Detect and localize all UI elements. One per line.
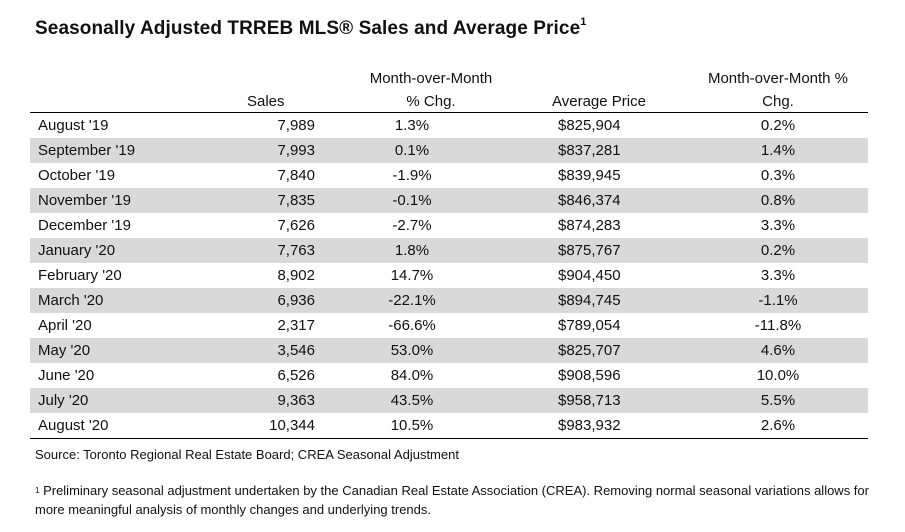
average-price-cell: $837,281 <box>558 142 621 159</box>
average-price-cell: $894,745 <box>558 292 621 309</box>
table-row: May '20 3,546 53.0% $825,707 4.6% <box>30 338 868 363</box>
sales-cell: 9,363 <box>277 392 315 409</box>
sales-change-cell: 53.0% <box>390 342 434 359</box>
price-change-cell: -1.1% <box>758 292 798 309</box>
price-change-cell: 0.2% <box>760 117 796 134</box>
month-cell: July '20 <box>38 392 89 409</box>
month-cell: September '19 <box>38 142 136 159</box>
month-cell: November '19 <box>38 192 131 209</box>
footnote-text: Preliminary seasonal adjustment undertak… <box>35 483 869 517</box>
sales-change-cell: 84.0% <box>390 367 434 384</box>
month-cell: August '19 <box>38 117 109 134</box>
table-body: August '19 7,989 1.3% $825,904 0.2% September… <box>30 113 868 438</box>
title-superscript: 1 <box>580 16 587 28</box>
header-price-change-line2: Chg. <box>762 93 794 110</box>
table-row: February '20 8,902 14.7% $904,450 3.3% <box>30 263 868 288</box>
price-change-cell: 5.5% <box>760 392 796 409</box>
header-sales-label: Sales <box>247 93 285 110</box>
sales-cell: 6,936 <box>277 292 315 309</box>
source-note: Source: Toronto Regional Real Estate Boa… <box>35 447 459 462</box>
sales-change-cell: 1.8% <box>394 242 430 259</box>
average-price-cell: $839,945 <box>558 167 621 184</box>
price-change-cell: 3.3% <box>760 217 796 234</box>
average-price-cell: $983,932 <box>558 417 621 434</box>
sales-cell: 7,989 <box>277 117 315 134</box>
price-change-cell: 3.3% <box>760 267 796 284</box>
footnote: 1 Preliminary seasonal adjustment undert… <box>35 481 875 519</box>
sales-change-cell: -1.9% <box>392 167 432 184</box>
sales-cell: 10,344 <box>269 417 315 434</box>
sales-cell: 7,763 <box>277 242 315 259</box>
price-change-cell: 2.6% <box>760 417 796 434</box>
sales-cell: 8,902 <box>277 267 315 284</box>
sales-cell: 7,993 <box>277 142 315 159</box>
sales-change-cell: -66.6% <box>388 317 436 334</box>
table-row: August '20 10,344 10.5% $983,932 2.6% <box>30 413 868 438</box>
table-row: August '19 7,989 1.3% $825,904 0.2% <box>30 113 868 138</box>
table-row: January '20 7,763 1.8% $875,767 0.2% <box>30 238 868 263</box>
header-price-change: Month-over-Month % Chg. <box>690 67 866 113</box>
page-title: Seasonally Adjusted TRREB MLS® Sales and… <box>35 16 587 40</box>
table-row: July '20 9,363 43.5% $958,713 5.5% <box>30 388 868 413</box>
average-price-cell: $875,767 <box>558 242 621 259</box>
average-price-cell: $908,596 <box>558 367 621 384</box>
average-price-cell: $846,374 <box>558 192 621 209</box>
header-average-price: Average Price <box>552 90 646 113</box>
average-price-cell: $825,904 <box>558 117 621 134</box>
sales-cell: 3,546 <box>277 342 315 359</box>
sales-change-cell: -0.1% <box>392 192 432 209</box>
price-change-cell: 0.8% <box>760 192 796 209</box>
footnote-marker: 1 <box>35 486 40 495</box>
month-cell: May '20 <box>38 342 91 359</box>
sales-change-cell: 0.1% <box>394 142 430 159</box>
price-change-cell: 0.2% <box>760 242 796 259</box>
price-change-cell: 10.0% <box>756 367 800 384</box>
average-price-cell: $904,450 <box>558 267 621 284</box>
title-text: Seasonally Adjusted TRREB MLS® Sales and… <box>35 18 581 39</box>
month-cell: January '20 <box>38 242 116 259</box>
price-change-cell: -11.8% <box>754 317 802 334</box>
sales-cell: 6,526 <box>277 367 315 384</box>
header-divider <box>30 112 868 113</box>
table-row: December '19 7,626 -2.7% $874,283 3.3% <box>30 213 868 238</box>
sales-change-cell: 1.3% <box>394 117 430 134</box>
sales-change-cell: -2.7% <box>392 217 432 234</box>
price-change-cell: 4.6% <box>760 342 796 359</box>
table-row: June '20 6,526 84.0% $908,596 10.0% <box>30 363 868 388</box>
sales-change-cell: -22.1% <box>388 292 436 309</box>
header-average-price-label: Average Price <box>552 93 646 110</box>
average-price-cell: $874,283 <box>558 217 621 234</box>
month-cell: June '20 <box>38 367 95 384</box>
table-row: September '19 7,993 0.1% $837,281 1.4% <box>30 138 868 163</box>
sales-change-cell: 14.7% <box>390 267 434 284</box>
table-row: April '20 2,317 -66.6% $789,054 -11.8% <box>30 313 868 338</box>
header-price-change-line1: Month-over-Month % <box>707 70 849 87</box>
average-price-cell: $789,054 <box>558 317 621 334</box>
month-cell: August '20 <box>38 417 109 434</box>
month-cell: April '20 <box>38 317 92 334</box>
table-bottom-divider <box>30 438 868 439</box>
month-cell: February '20 <box>38 267 122 284</box>
price-change-cell: 1.4% <box>760 142 796 159</box>
table-row: October '19 7,840 -1.9% $839,945 0.3% <box>30 163 868 188</box>
sales-cell: 7,626 <box>277 217 315 234</box>
average-price-cell: $825,707 <box>558 342 621 359</box>
header-sales: Sales <box>247 90 285 113</box>
price-change-cell: 0.3% <box>760 167 796 184</box>
header-sales-change-line2: % Chg. <box>406 93 456 110</box>
table-row: November '19 7,835 -0.1% $846,374 0.8% <box>30 188 868 213</box>
average-price-cell: $958,713 <box>558 392 621 409</box>
header-sales-change-line1: Month-over-Month <box>369 70 493 87</box>
month-cell: October '19 <box>38 167 116 184</box>
sales-change-cell: 10.5% <box>390 417 434 434</box>
table-row: March '20 6,936 -22.1% $894,745 -1.1% <box>30 288 868 313</box>
month-cell: December '19 <box>38 217 131 234</box>
month-cell: March '20 <box>38 292 104 309</box>
sales-change-cell: 43.5% <box>390 392 434 409</box>
header-sales-change: Month-over-Month % Chg. <box>356 67 506 113</box>
sales-cell: 7,835 <box>277 192 315 209</box>
sales-cell: 2,317 <box>277 317 315 334</box>
sales-cell: 7,840 <box>277 167 315 184</box>
